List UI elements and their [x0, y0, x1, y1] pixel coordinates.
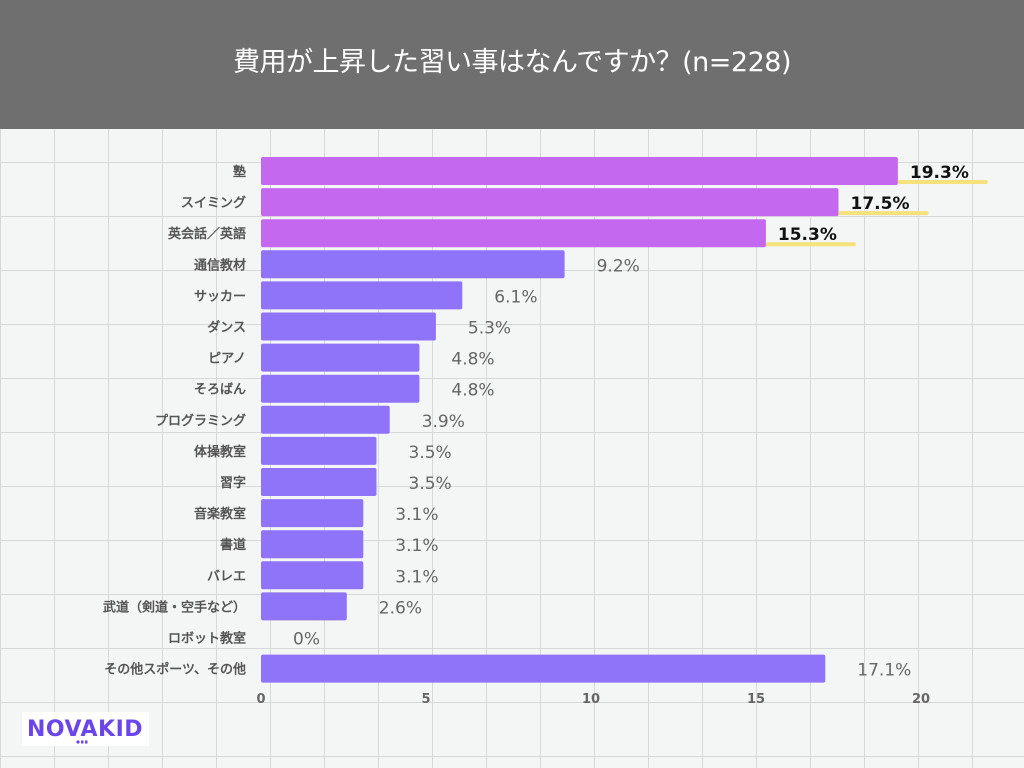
- value-label: 3.1%: [395, 505, 438, 525]
- bar: [261, 157, 898, 185]
- value-label: 5.3%: [468, 319, 511, 339]
- category-label: ダンス: [207, 320, 246, 336]
- value-labels-group: 19.3%17.5% 15.3% 9.2% 6.1% 5.3% 4.8% 4.8% 3.9% 3…: [293, 163, 988, 681]
- category-label: 音楽教室: [194, 506, 246, 522]
- category-label: バレエ: [207, 569, 246, 584]
- x-tick-label: 15: [747, 692, 765, 707]
- category-label: 英会話／英語: [167, 226, 246, 242]
- bar: [261, 343, 420, 372]
- category-label: ロボット教室: [168, 631, 246, 647]
- value-label: 0%: [293, 630, 320, 650]
- x-tick-label: 10: [582, 692, 600, 707]
- category-label: 習字: [220, 475, 246, 491]
- bar: [261, 436, 377, 465]
- value-label: 17.1%: [857, 661, 911, 681]
- value-label: 6.1%: [494, 287, 537, 307]
- highlight-underline: [838, 211, 929, 216]
- x-tick-label: 0: [256, 692, 265, 707]
- novakid-logo-mark: NOVAKID: [27, 717, 143, 744]
- category-label: 武道（剣道・空手など）: [103, 599, 246, 615]
- highlight-underline: [897, 180, 988, 184]
- highlight-underline: [765, 242, 856, 247]
- novakid-logo: NOVAKID: [22, 712, 149, 746]
- bar: [261, 219, 766, 248]
- value-label: 3.1%: [395, 536, 438, 556]
- value-label: 4.8%: [451, 381, 494, 401]
- x-tick-label: 5: [421, 692, 430, 707]
- category-label: 書道: [220, 537, 246, 553]
- category-label: プログラミング: [155, 413, 246, 429]
- category-label: そろばん: [194, 383, 246, 398]
- category-label: ピアノ: [208, 352, 246, 367]
- value-label: 19.3%: [910, 163, 969, 183]
- bar: [261, 530, 364, 559]
- bar: [261, 281, 463, 310]
- value-label: 3.9%: [422, 412, 465, 432]
- bar: [261, 654, 826, 683]
- category-label: 通信教材: [194, 257, 246, 273]
- value-label: 4.8%: [451, 350, 494, 370]
- chart-header: 費用が上昇した習い事はなんですか？(n=228): [0, 0, 1024, 129]
- bar: [261, 312, 436, 341]
- category-labels-group: 塾スイミング英会話／英語通信教材サッカーダンスピアノそろばんプログラミング体操教…: [103, 164, 246, 678]
- bar: [261, 188, 839, 217]
- category-label: スイミング: [181, 195, 246, 211]
- value-label: 3.5%: [409, 443, 452, 463]
- bar: [261, 592, 347, 621]
- category-label: その他スポーツ、その他: [104, 662, 246, 678]
- bar: [261, 405, 390, 434]
- x-tick-label: 20: [912, 692, 930, 707]
- value-label: 17.5%: [851, 194, 910, 214]
- chart-title: 費用が上昇した習い事はなんですか？(n=228): [233, 47, 792, 78]
- bar: [261, 468, 377, 496]
- bar: [261, 561, 364, 590]
- value-label: 3.5%: [409, 474, 452, 494]
- svg-text:NOVAKID: NOVAKID: [27, 717, 143, 742]
- value-label: 15.3%: [778, 225, 837, 245]
- value-label: 3.1%: [395, 567, 438, 587]
- bar: [261, 250, 565, 279]
- bar: [261, 374, 420, 403]
- bars-group: [261, 157, 898, 683]
- category-label: 体操教室: [194, 444, 246, 460]
- value-label: 2.6%: [379, 598, 422, 618]
- category-label: 塾: [233, 164, 246, 180]
- category-label: サッカー: [194, 289, 246, 304]
- value-label: 9.2%: [597, 256, 640, 276]
- bar: [261, 499, 364, 528]
- x-axis-ticks-group: 0 5 10 15 20: [256, 692, 930, 707]
